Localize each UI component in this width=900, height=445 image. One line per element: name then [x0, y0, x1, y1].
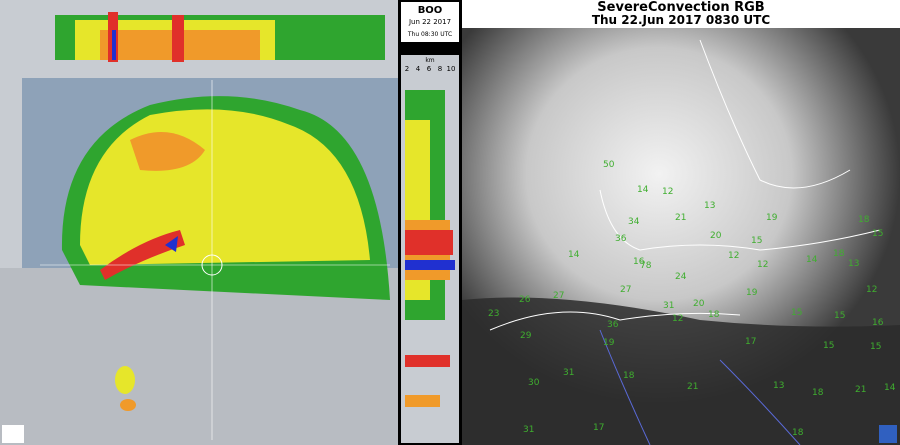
station-value: 13: [704, 201, 715, 211]
station-value: 15: [823, 341, 834, 351]
radar-site: [201, 254, 223, 276]
station-value: 19: [746, 288, 758, 298]
time: Thu 08:30 UTC: [407, 31, 452, 38]
station-value: 27: [620, 285, 631, 295]
station-value: 30: [528, 378, 540, 388]
land: [0, 268, 398, 445]
station-value: 78: [640, 261, 652, 271]
station-value: 15: [870, 342, 881, 352]
station-value: 18: [708, 310, 720, 320]
station-value: 13: [773, 381, 784, 391]
station-value: 16: [633, 257, 645, 267]
info-box: [401, 2, 459, 42]
station-value: 14: [637, 185, 649, 195]
side-echoes: [405, 90, 455, 407]
date: Jun 22 2017: [408, 18, 451, 26]
station-value: 15: [834, 311, 845, 321]
station-value: 21: [687, 382, 698, 392]
station-value: 21: [855, 385, 866, 395]
station-value: 15: [872, 229, 883, 239]
station-value: 14: [568, 250, 580, 260]
station-value: 29: [520, 331, 532, 341]
station-value: 15: [791, 308, 802, 318]
title-bar: [462, 0, 900, 28]
station-value: 12: [662, 187, 673, 197]
station-value: 27: [553, 291, 564, 301]
height-tick: 6: [427, 65, 432, 73]
radar-echoes: [61, 96, 391, 411]
station-value: 14: [806, 255, 818, 265]
rivers: [599, 329, 801, 445]
station-value: 36: [615, 234, 627, 244]
station-value: 20: [693, 299, 705, 309]
info-button[interactable]: [879, 425, 897, 443]
height-tick: 8: [438, 65, 442, 73]
station-value: 12: [866, 285, 877, 295]
station-value: 34: [628, 217, 640, 227]
station-value: 12: [672, 314, 683, 324]
logo: [2, 425, 24, 443]
station-value: 16: [872, 318, 884, 328]
station-value: 18: [833, 249, 845, 259]
height-tick: 10: [447, 65, 456, 73]
station-value: 18: [623, 371, 635, 381]
height-tick: 4: [416, 65, 421, 73]
station-value: 18: [858, 215, 870, 225]
station-value: 18: [812, 388, 824, 398]
site: BOO: [418, 5, 443, 16]
station-value: 12: [728, 251, 739, 261]
station-value: 20: [710, 231, 722, 241]
station-value: 17: [745, 337, 756, 347]
station-value: 15: [751, 236, 762, 246]
station-value: 50: [603, 160, 615, 170]
station-value: 19: [603, 338, 615, 348]
station-value: 21: [675, 213, 686, 223]
station-value: 18: [792, 428, 804, 438]
station-value: 36: [607, 320, 619, 330]
height-tick: 2: [405, 65, 409, 73]
station-value: 17: [593, 423, 604, 433]
sat-title: SevereConvection RGB: [597, 0, 764, 15]
cross-section-echoes: [55, 12, 385, 62]
height-unit: km: [425, 57, 434, 64]
station-value: 12: [757, 260, 768, 270]
station-value: 19: [766, 213, 778, 223]
coastlines: [489, 39, 881, 331]
station-value: 24: [675, 272, 687, 282]
station-value: 31: [563, 368, 574, 378]
station-value: 31: [663, 301, 674, 311]
sat-time: Thu 22.Jun 2017 0830 UTC: [592, 13, 771, 27]
station-value: 23: [488, 309, 499, 319]
station-value: 13: [848, 259, 859, 269]
station-value: 31: [523, 425, 534, 435]
station-value: 14: [884, 383, 896, 393]
dark-region: [462, 297, 900, 445]
station-value: 26: [519, 295, 531, 305]
